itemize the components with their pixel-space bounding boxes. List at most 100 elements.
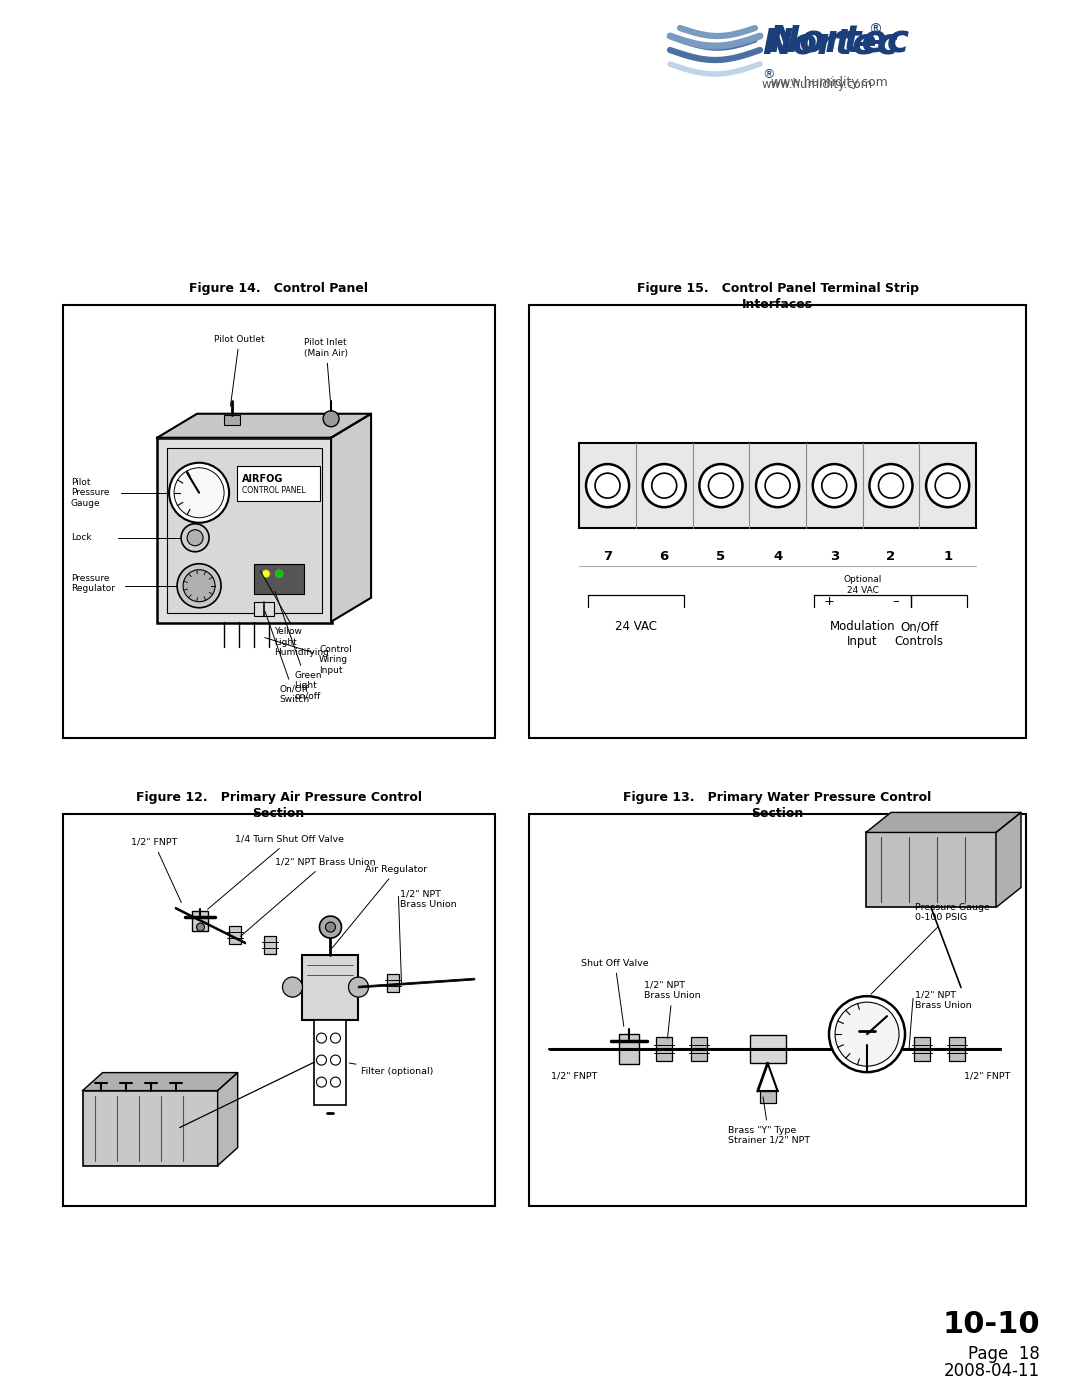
Bar — [949, 1037, 966, 1062]
Text: Modulation
Input: Modulation Input — [829, 620, 895, 648]
Polygon shape — [866, 813, 1021, 833]
Text: 2008-04-11: 2008-04-11 — [944, 1362, 1040, 1380]
Text: Green
Light
on/off: Green Light on/off — [275, 591, 322, 700]
Text: CONTROL PANEL: CONTROL PANEL — [242, 486, 306, 495]
Circle shape — [829, 996, 905, 1071]
Circle shape — [756, 464, 799, 507]
Polygon shape — [83, 1073, 238, 1091]
Circle shape — [262, 570, 270, 578]
Text: Brass "Y" Type
Strainer 1/2" NPT: Brass "Y" Type Strainer 1/2" NPT — [728, 1097, 810, 1146]
Circle shape — [708, 474, 733, 499]
Text: Optional
24 VAC: Optional 24 VAC — [843, 576, 881, 595]
Text: 5: 5 — [716, 550, 726, 563]
Bar — [83, 1091, 218, 1165]
Text: Air Regulator: Air Regulator — [333, 865, 428, 949]
Text: Section: Section — [253, 807, 305, 820]
Text: Filter (optional): Filter (optional) — [349, 1063, 434, 1076]
Bar — [866, 833, 996, 908]
Circle shape — [330, 1077, 340, 1087]
Circle shape — [330, 1034, 340, 1044]
Text: 1/2" FNPT: 1/2" FNPT — [964, 1071, 1011, 1080]
Text: 24 VAC: 24 VAC — [615, 620, 657, 633]
Text: 1/2" NPT Brass Union: 1/2" NPT Brass Union — [241, 858, 376, 936]
Text: Pilot Outlet: Pilot Outlet — [214, 335, 265, 407]
Text: On/Off
Controls: On/Off Controls — [895, 620, 944, 648]
Circle shape — [765, 474, 791, 499]
Bar — [302, 956, 359, 1020]
Text: 2: 2 — [887, 550, 895, 563]
Circle shape — [813, 464, 855, 507]
Circle shape — [325, 922, 336, 932]
Text: Control
Wiring
Input: Control Wiring Input — [265, 637, 352, 675]
Text: 1/2" NPT
Brass Union: 1/2" NPT Brass Union — [644, 981, 701, 1038]
Bar — [314, 1020, 347, 1105]
Circle shape — [323, 411, 339, 426]
Text: ®: ® — [762, 68, 774, 81]
Bar — [254, 602, 274, 616]
Text: Nortec: Nortec — [768, 22, 909, 59]
Circle shape — [595, 474, 620, 499]
Circle shape — [187, 529, 203, 546]
Text: 3: 3 — [829, 550, 839, 563]
Circle shape — [181, 524, 210, 552]
Text: Section: Section — [752, 807, 804, 820]
Text: Interfaces: Interfaces — [742, 298, 813, 310]
Circle shape — [835, 1002, 899, 1066]
Circle shape — [700, 464, 742, 507]
Bar — [265, 936, 276, 954]
Circle shape — [320, 916, 341, 939]
Bar — [192, 911, 208, 930]
Polygon shape — [332, 414, 372, 622]
Text: Pressure Gauge
0-100 PSIG: Pressure Gauge 0-100 PSIG — [870, 902, 990, 995]
Text: Pressure
Regulator: Pressure Regulator — [70, 574, 114, 594]
Text: 10-10: 10-10 — [943, 1310, 1040, 1338]
Circle shape — [586, 464, 629, 507]
Circle shape — [316, 1034, 326, 1044]
Circle shape — [822, 474, 847, 499]
Text: Figure 15.   Control Panel Terminal Strip: Figure 15. Control Panel Terminal Strip — [636, 282, 919, 295]
Circle shape — [330, 1055, 340, 1065]
Text: Nortec: Nortec — [762, 27, 899, 60]
Circle shape — [927, 464, 969, 507]
Polygon shape — [218, 1073, 238, 1165]
Bar — [529, 814, 1026, 1206]
Text: +: + — [824, 595, 835, 608]
Text: 1/2" NPT
Brass Union: 1/2" NPT Brass Union — [915, 990, 972, 1010]
Circle shape — [316, 1055, 326, 1065]
Polygon shape — [996, 813, 1021, 908]
Bar — [167, 448, 322, 613]
Text: Yellow
Light
Humidifying: Yellow Light Humidifying — [260, 571, 329, 657]
Text: 7: 7 — [603, 550, 612, 563]
Text: 4: 4 — [773, 550, 782, 563]
Bar — [224, 415, 240, 425]
Bar — [157, 437, 332, 623]
Circle shape — [184, 570, 215, 602]
Text: Page  18: Page 18 — [968, 1345, 1040, 1363]
Bar — [388, 974, 400, 992]
Text: Shut Off Valve: Shut Off Valve — [581, 958, 649, 1027]
Text: ®: ® — [868, 22, 882, 36]
Circle shape — [170, 462, 229, 522]
Text: 1: 1 — [943, 550, 953, 563]
Bar — [229, 926, 242, 944]
Text: Pilot Inlet
(Main Air): Pilot Inlet (Main Air) — [305, 338, 348, 407]
Text: Figure 12.   Primary Air Pressure Control: Figure 12. Primary Air Pressure Control — [136, 792, 421, 805]
Text: www.humidity.com: www.humidity.com — [762, 78, 873, 91]
Circle shape — [197, 923, 204, 930]
Circle shape — [316, 1077, 326, 1087]
Bar — [238, 465, 320, 500]
Circle shape — [283, 977, 302, 997]
Circle shape — [869, 464, 913, 507]
Bar — [254, 564, 305, 594]
Circle shape — [651, 474, 677, 499]
Circle shape — [935, 474, 960, 499]
Text: 1/2" FNPT: 1/2" FNPT — [131, 838, 181, 902]
Text: On/Off
Switch: On/Off Switch — [265, 612, 309, 704]
Circle shape — [174, 468, 224, 518]
Text: –: – — [893, 595, 900, 608]
Circle shape — [878, 474, 904, 499]
Text: 1/2" FNPT: 1/2" FNPT — [551, 1071, 597, 1080]
Circle shape — [177, 564, 221, 608]
Bar — [529, 305, 1026, 738]
Text: Pilot
Pressure
Gauge: Pilot Pressure Gauge — [70, 478, 109, 507]
